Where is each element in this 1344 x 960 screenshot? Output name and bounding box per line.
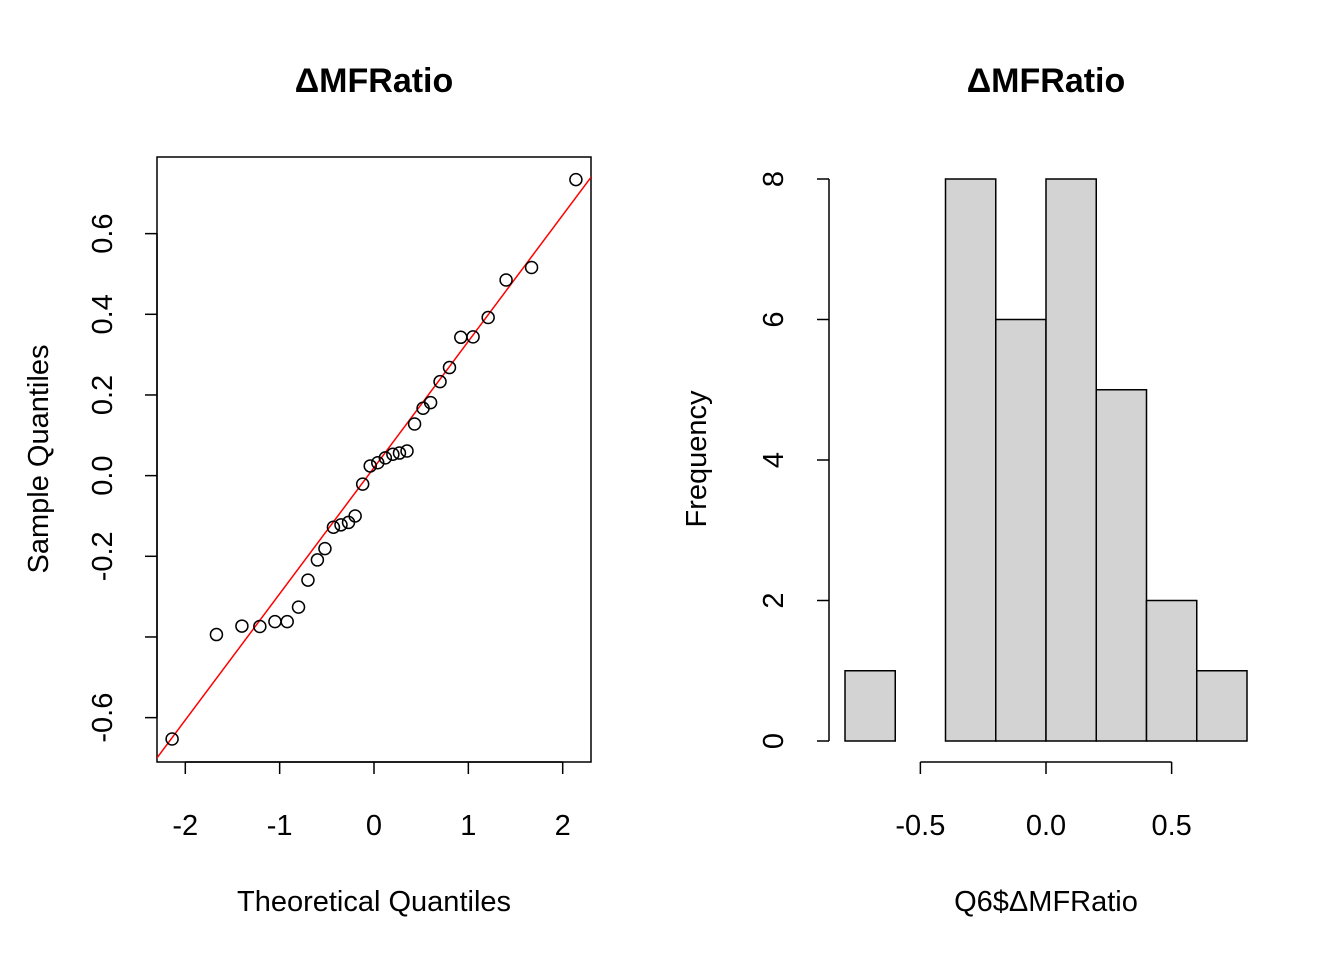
qq-data-point (407, 417, 422, 431)
qq-y-tick-label: 0.4 (87, 294, 119, 334)
qq-y-tick-label: -0.2 (87, 531, 119, 581)
qq-data-point (466, 330, 480, 344)
qq-y-tick-label: 0.6 (87, 213, 119, 253)
qq-data-point (569, 172, 583, 187)
qq-x-tick-label: 2 (555, 810, 571, 842)
qq-x-tick-label: 1 (460, 810, 476, 842)
histogram-y-tick-label: 2 (758, 592, 790, 608)
qq-plot-x-axis: -2 -1 0 1 2 (172, 761, 571, 842)
qq-data-point (235, 619, 249, 633)
qq-data-point (454, 330, 468, 345)
histogram-y-axis: 0 2 4 6 8 (758, 171, 830, 749)
histogram-bars (844, 178, 1248, 742)
histogram-x-axis-label: Q6$ΔMFRatio (954, 886, 1138, 918)
qq-data-point (371, 455, 385, 470)
qq-data-point (400, 444, 414, 458)
qq-y-tick-label: 0.0 (87, 455, 119, 495)
histogram-x-tick-label: 0.0 (1026, 810, 1066, 842)
histogram-bar (944, 178, 997, 742)
qq-data-point (253, 619, 267, 634)
qq-data-point (326, 520, 341, 535)
histogram-bar (1145, 599, 1198, 742)
qq-x-tick-label: -2 (172, 810, 198, 842)
histogram-x-tick-label: 0.5 (1151, 810, 1191, 842)
qq-data-point (280, 614, 294, 629)
histogram-x-axis: -0.5 0.0 0.5 (895, 761, 1192, 842)
qq-plot-y-axis-label: Sample Quantiles (23, 345, 55, 574)
qq-plot-y-axis: -0.6 -0.2 0.0 0.2 0.4 0.6 (87, 213, 158, 743)
qq-data-point (481, 310, 495, 325)
histogram-title: ΔMFRatio (967, 62, 1126, 100)
qq-data-point (524, 260, 539, 275)
qq-x-tick-label: -1 (267, 810, 293, 842)
histogram-bar (1196, 670, 1248, 742)
qq-data-point (363, 459, 377, 473)
qq-y-tick-label: -0.6 (87, 693, 119, 743)
qq-data-point (318, 541, 332, 556)
qq-data-point (165, 732, 179, 746)
qq-data-point (442, 360, 457, 375)
qq-data-point (310, 553, 325, 567)
qq-data-point (499, 273, 513, 287)
histogram-x-tick-label: -0.5 (895, 810, 945, 842)
qq-plot-title: ΔMFRatio (295, 62, 454, 100)
histogram-y-tick-label: 4 (758, 452, 790, 468)
qq-data-point (423, 395, 438, 410)
qq-data-point (334, 518, 348, 532)
histogram-y-tick-label: 0 (758, 733, 790, 749)
qq-plot-panel: ΔMFRatio Theoretical Quantiles Sample Qu… (23, 62, 592, 918)
histogram-bar (844, 670, 896, 742)
histogram-bar (1095, 389, 1148, 742)
qq-data-point (209, 627, 224, 642)
qq-data-point (341, 515, 356, 530)
histogram-bar (995, 318, 1047, 742)
histogram-y-tick-label: 8 (758, 171, 790, 187)
qq-data-point (386, 447, 400, 462)
qq-data-point (348, 509, 362, 523)
qq-plot-x-axis-label: Theoretical Quantiles (237, 886, 511, 918)
qq-y-tick-label: 0.2 (87, 375, 119, 415)
qq-data-point (291, 600, 306, 614)
qq-x-tick-label: 0 (366, 810, 382, 842)
qq-data-point (392, 446, 407, 460)
histogram-y-axis-label: Frequency (681, 390, 713, 528)
qq-data-point (433, 374, 447, 389)
histogram-panel: ΔMFRatio Q6$ΔMFRatio Frequency -0.5 0.0 0.… (681, 62, 1248, 918)
qq-data-point (378, 451, 393, 465)
qq-data-point (301, 573, 315, 587)
qq-data-point (268, 614, 282, 629)
histogram-bar (1045, 178, 1097, 742)
qq-data-point (355, 477, 370, 491)
qq-plot-area (157, 172, 591, 760)
histogram-y-tick-label: 6 (758, 311, 790, 327)
